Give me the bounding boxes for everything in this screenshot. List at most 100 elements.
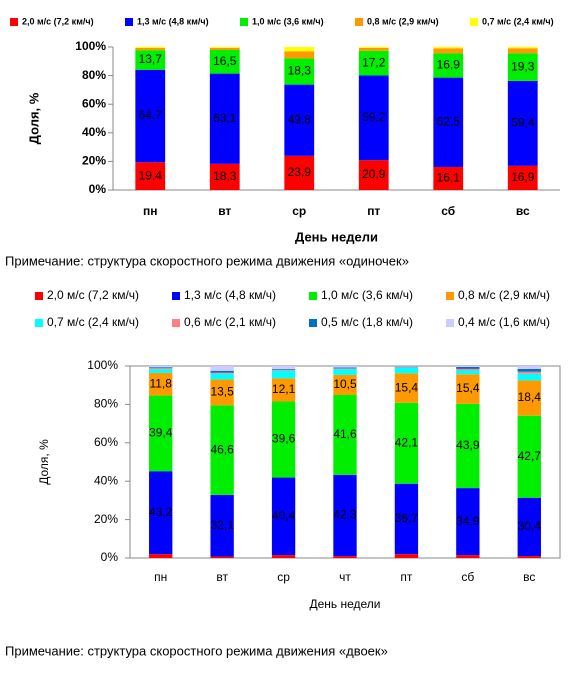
- bar-segment: [135, 162, 166, 190]
- bar-segment: [507, 53, 538, 81]
- bar-segment: [209, 50, 240, 74]
- bar-segment: [517, 371, 541, 374]
- value-label: 20,9: [362, 167, 386, 181]
- bar-segment: [358, 50, 389, 76]
- x-tick-label: пн: [143, 204, 158, 218]
- x-tick-label: пт: [400, 570, 412, 584]
- legend-label: 1,0 м/с (3,6 км/ч): [252, 16, 324, 26]
- bar-segment: [333, 369, 357, 375]
- legend-swatch: [172, 319, 180, 327]
- value-label: 59,2: [362, 110, 386, 124]
- bar-segment: [209, 47, 240, 51]
- x-tick-label: вт: [216, 570, 228, 584]
- bar-segment: [135, 47, 166, 49]
- legend-swatch: [35, 292, 43, 300]
- y-tick-label: 40%: [82, 125, 106, 139]
- legend-swatch: [35, 319, 43, 327]
- legend-label: 0,7 м/с (2,4 км/ч): [482, 16, 554, 26]
- y-tick-label: 80%: [94, 397, 118, 411]
- bar-segment: [271, 370, 296, 379]
- x-tick-label: ср: [292, 204, 306, 218]
- value-label: 64,7: [139, 108, 163, 122]
- legend-swatch: [125, 18, 133, 26]
- value-label: 41,6: [333, 427, 357, 441]
- x-axis-label: День недели: [295, 229, 378, 244]
- bar-segment: [333, 374, 357, 395]
- bar-segment: [394, 366, 419, 368]
- y-axis-label: Доля, %: [26, 92, 41, 144]
- bar-segment: [507, 48, 538, 54]
- bar-segment: [284, 155, 315, 190]
- y-tick-label: 20%: [94, 512, 118, 526]
- legend-label: 0,6 м/с (2,1 км/ч): [184, 315, 276, 329]
- legend-label: 0,8 м/с (2,9 км/ч): [367, 16, 439, 26]
- legend-swatch: [309, 292, 317, 300]
- bar-segment: [456, 368, 480, 371]
- y-axis-label: Доля, %: [37, 439, 51, 485]
- bar-segment: [284, 47, 315, 52]
- bar-segment: [333, 366, 357, 368]
- value-label: 42,1: [395, 435, 419, 449]
- legend-label: 0,7 м/с (2,4 км/ч): [47, 315, 139, 329]
- legend-swatch: [172, 292, 180, 300]
- value-label: 16,1: [437, 171, 461, 185]
- bar-segment: [507, 80, 538, 166]
- value-label: 17,2: [362, 55, 386, 69]
- legend-label: 0,8 м/с (2,9 км/ч): [458, 288, 550, 302]
- value-label: 16,5: [213, 54, 237, 68]
- bar-segment: [517, 497, 541, 557]
- bar-segment: [271, 401, 296, 478]
- bar-segment: [517, 380, 541, 416]
- y-tick-label: 0%: [89, 182, 107, 196]
- bar-segment: [517, 415, 541, 498]
- legend-label: 1,3 м/с (4,8 км/ч): [137, 16, 209, 26]
- bar-segment: [271, 477, 296, 556]
- bar-segment: [271, 366, 296, 369]
- legend-swatch: [10, 18, 18, 26]
- x-axis-label: День недели: [309, 597, 380, 611]
- bar-segment: [210, 372, 234, 374]
- bar-segment: [333, 556, 357, 558]
- bar-segment: [149, 369, 173, 373]
- bar-segment: [271, 378, 296, 402]
- bar-segment: [394, 483, 419, 555]
- value-label: 13,5: [210, 385, 234, 399]
- legend-swatch: [446, 319, 454, 327]
- x-tick-label: пт: [367, 204, 380, 218]
- bar-segment: [517, 373, 541, 381]
- bar-segment: [507, 47, 538, 49]
- value-label: 15,4: [395, 380, 419, 394]
- value-label: 18,4: [518, 390, 542, 404]
- bar-segment: [210, 370, 234, 373]
- legend-swatch: [309, 319, 317, 327]
- bar-segment: [284, 51, 315, 59]
- legend-swatch: [355, 18, 363, 26]
- bar-segment: [209, 73, 240, 164]
- value-label: 46,6: [210, 442, 234, 456]
- y-tick-label: 100%: [75, 39, 106, 53]
- bar-segment: [433, 166, 464, 190]
- bar-segment: [284, 84, 315, 156]
- value-label: 13,7: [139, 52, 163, 66]
- value-label: 59,4: [511, 116, 535, 130]
- value-label: 16,9: [511, 170, 535, 184]
- bar-segment: [271, 555, 296, 558]
- value-label: 42,7: [518, 449, 542, 463]
- bar-segment: [456, 370, 480, 375]
- bar-segment: [358, 47, 389, 49]
- value-label: 62,5: [437, 114, 461, 128]
- y-tick-label: 60%: [94, 435, 118, 449]
- bar-segment: [135, 69, 166, 163]
- value-label: 30,4: [518, 519, 542, 533]
- bar-segment: [433, 53, 464, 78]
- value-label: 15,4: [456, 381, 480, 395]
- value-label: 10,5: [333, 377, 357, 391]
- bar-segment: [333, 394, 357, 475]
- bar-segment: [507, 165, 538, 190]
- bar-segment: [394, 366, 419, 367]
- bar-segment: [149, 367, 173, 370]
- bar-segment: [149, 372, 173, 396]
- bar-segment: [210, 379, 234, 406]
- y-tick-label: 0%: [101, 550, 119, 564]
